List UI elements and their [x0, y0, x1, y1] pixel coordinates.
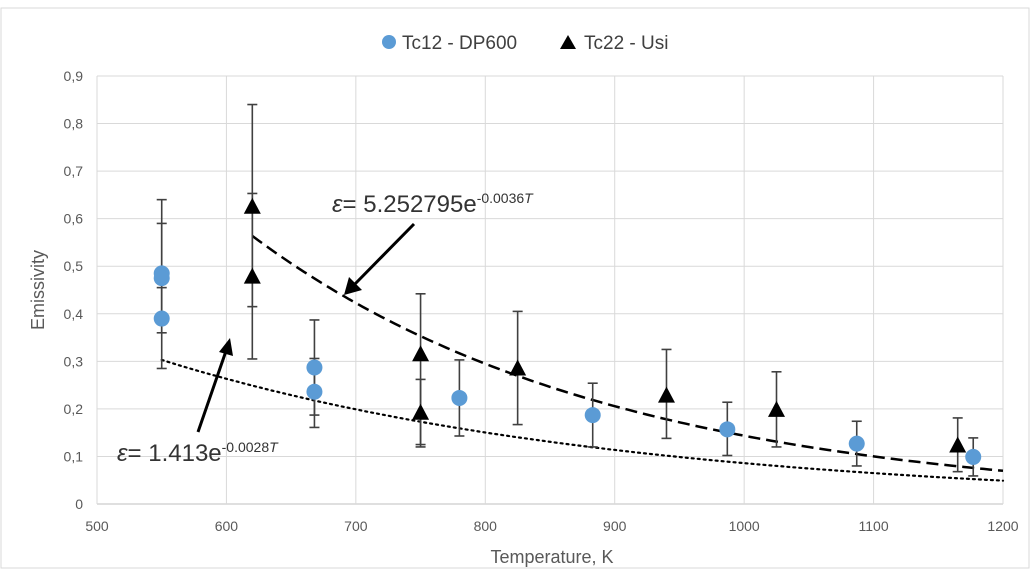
- x-tick-label: 600: [215, 518, 239, 534]
- fit-curves: [160, 234, 1005, 482]
- data-point-1: [451, 389, 468, 406]
- chart-border: [0, 7, 1030, 569]
- tick-labels: 0 0,1 0,2 0,3 0,4 0,5 0,6 0,7 0,8 0,9 500 600 700 800…: [64, 68, 1019, 534]
- x-tick-label: 1000: [729, 518, 760, 534]
- legend: Tc12 - DP600 Tc22 - Usi: [382, 33, 668, 54]
- data-point-1: [965, 448, 982, 465]
- y-tick-label: 0,9: [64, 68, 84, 84]
- annotation-fit-1-arrow: [352, 222, 416, 287]
- y-tick-label: 0,7: [64, 163, 84, 179]
- data-point-1: [848, 435, 865, 452]
- annotation-fit-1-label: ε= 5.252795e-0.0036T: [332, 190, 534, 218]
- y-axis-title: Emissivity: [28, 250, 48, 330]
- y-tick-label: 0,6: [64, 211, 84, 227]
- x-tick-label: 500: [85, 518, 109, 534]
- y-tick-label: 0,1: [64, 448, 84, 464]
- x-tick-label: 1100: [859, 518, 889, 534]
- annotation-fit-2: ε= 1.413e-0.0028T: [117, 338, 279, 467]
- data-point-2: [412, 403, 430, 420]
- data-point-2: [949, 436, 967, 453]
- data-point-1: [153, 270, 170, 287]
- y-tick-label: 0,2: [64, 401, 84, 417]
- x-tick-label: 800: [474, 518, 498, 534]
- data-point-2: [243, 267, 261, 284]
- data-point-1: [584, 407, 601, 424]
- data-point-2: [768, 400, 785, 417]
- legend-label-series-2: Tc22 - Usi: [584, 33, 668, 54]
- fit-curve-2: [160, 358, 1005, 482]
- x-axis-title: Temperature, K: [490, 547, 613, 567]
- data-point-1: [306, 383, 323, 400]
- x-tick-label: 1200: [987, 518, 1018, 534]
- x-tick-label: 900: [603, 518, 627, 534]
- data-point-2: [509, 359, 527, 376]
- data-point-1: [719, 421, 736, 438]
- y-tick-label: 0,4: [64, 306, 84, 322]
- data-point-1: [153, 310, 170, 327]
- legend-marker-triangle: [560, 35, 576, 49]
- y-tick-label: 0,8: [64, 116, 84, 132]
- y-tick-label: 0,5: [64, 258, 84, 274]
- y-tick-label: 0,3: [64, 353, 84, 369]
- annotation-fit-1: ε= 5.252795e-0.0036T: [332, 190, 534, 295]
- data-point-2: [243, 197, 261, 214]
- annotation-fit-2-label: ε= 1.413e-0.0028T: [117, 439, 279, 467]
- legend-label-series-1: Tc12 - DP600: [402, 33, 517, 54]
- data-point-1: [306, 359, 323, 376]
- legend-marker-circle: [382, 35, 396, 49]
- fit-curve-1: [251, 234, 1004, 473]
- data-point-2: [657, 386, 675, 403]
- data-point-2: [412, 345, 430, 362]
- y-tick-label: 0: [75, 496, 83, 512]
- annotation-fit-2-arrow: [196, 350, 228, 433]
- annotation-fit-2-arrowhead: [219, 338, 233, 356]
- data-markers: [153, 197, 982, 465]
- x-tick-label: 700: [344, 518, 368, 534]
- annotation-fit-1-arrowhead: [344, 277, 362, 295]
